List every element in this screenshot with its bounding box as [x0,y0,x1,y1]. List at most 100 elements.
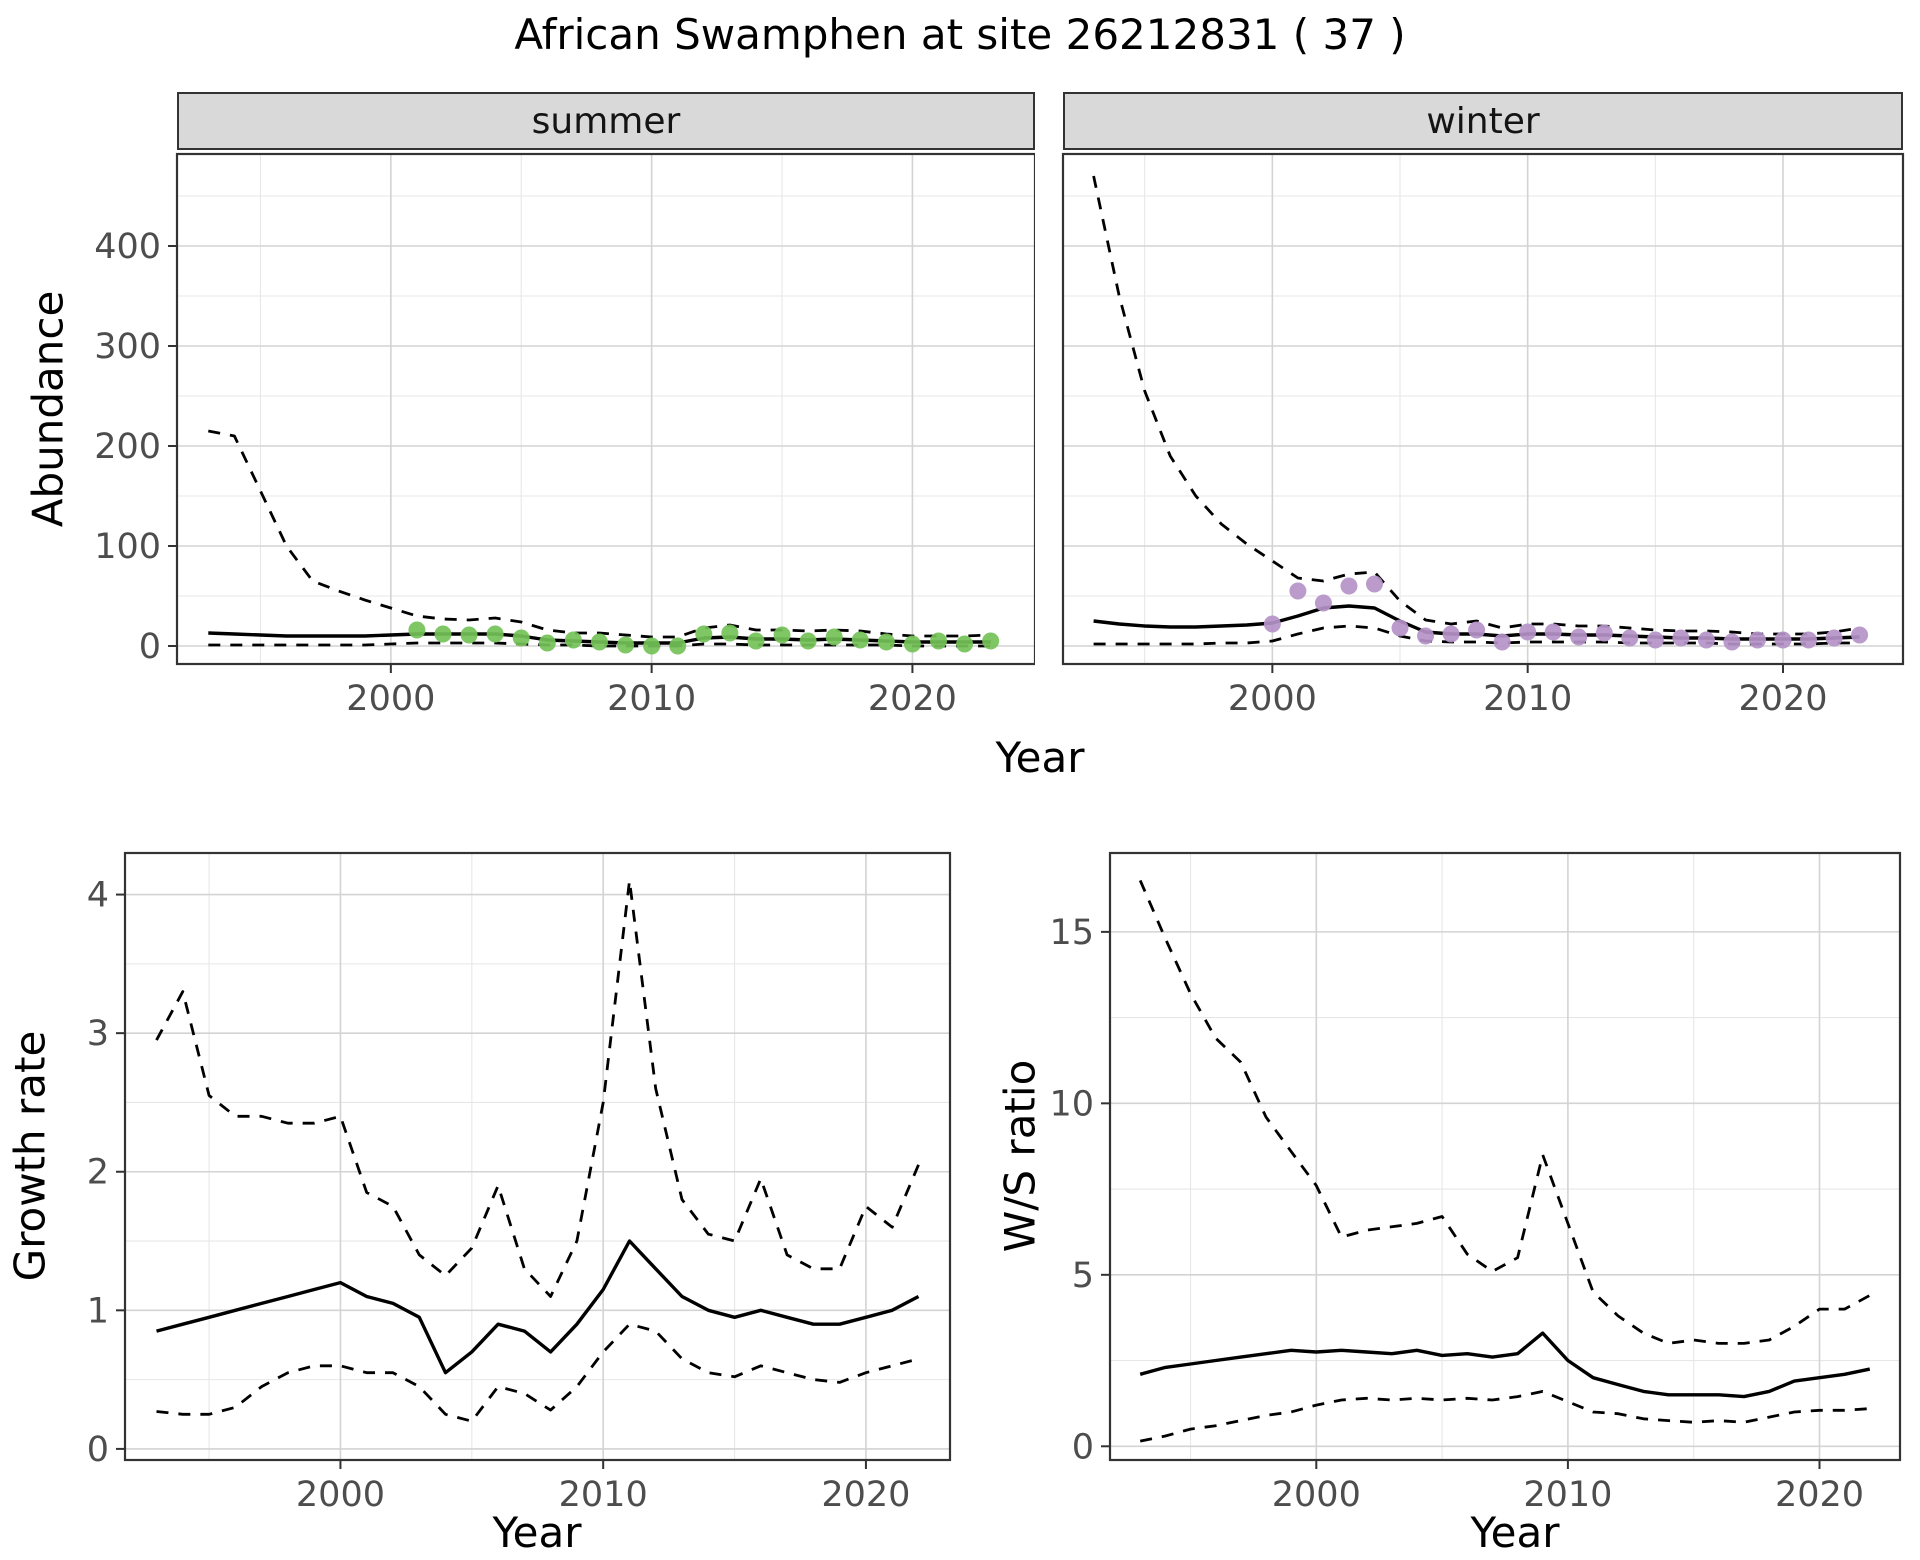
summer-abundance-observation-point [434,625,452,643]
panel-border [1061,152,1905,666]
winter-abundance-observation-point [1263,615,1281,633]
winter-abundance-observation-point [1519,623,1537,641]
summer-abundance-observation-point [695,625,713,643]
winter-abundance-observation-point [1646,631,1664,649]
x-tick-label: 2020 [1775,1475,1864,1515]
winter-abundance-observation-point [1493,633,1511,651]
summer-abundance-observation-point [851,631,869,649]
x-tick-label: 2000 [296,1475,385,1515]
x-tick-label: 2020 [1738,679,1827,719]
summer-abundance-observation-point [982,632,1000,650]
summer-abundance-observation-point [747,632,765,650]
summer-abundance-observation-point [669,637,687,655]
panel-background [1110,853,1900,1460]
y-tick-label: 0 [1072,1427,1094,1467]
summer-abundance-observation-point [564,631,582,649]
growth-rate-estimate-line [156,1239,920,1375]
y-tick-label: 100 [95,527,161,567]
growth-rate-lower_ci-line [156,1322,919,1423]
ws-ratio-estimate-line [1139,1331,1871,1399]
winter-abundance-observation-point [1340,577,1358,595]
figure-title: African Swamphen at site 26212831 ( 37 ) [514,10,1406,59]
y-tick-label: 0 [139,627,161,667]
y-tick-label: 0 [87,1430,109,1470]
panel-border [1108,851,1902,1462]
winter-abundance-observation-point [1544,623,1562,641]
summer-abundance-observation-point [799,632,817,650]
summer-abundance-observation-point [486,625,504,643]
winter-abundance-observation-point [1289,582,1307,600]
y-tick-label: 200 [95,427,161,467]
panel-border [123,851,952,1462]
x-axis-label-year-growth: Year [492,1508,582,1557]
winter-abundance-observation-point [1800,631,1818,649]
y-tick-label: 2 [87,1153,109,1193]
x-axis-label-year-top: Year [995,733,1085,782]
summer-abundance-observation-point [617,636,635,654]
winter-abundance-observation-point [1748,631,1766,649]
y-tick-label: 3 [87,1014,109,1054]
y-tick-label: 1 [87,1291,109,1331]
ws-ratio-upper_ci-line [1138,879,1871,1345]
growth-rate-upper_ci-line [155,879,920,1298]
winter-abundance-observation-point [1723,633,1741,651]
winter-abundance-observation-point [1595,624,1613,642]
winter-abundance-upper_ci-line [1092,175,1860,636]
winter-abundance-observation-point [1672,629,1690,647]
summer-abundance-observation-point [956,635,974,653]
facet-strip-summer: summer [177,92,1035,150]
x-tick-label: 2020 [821,1475,910,1515]
summer-abundance-observation-point [825,628,843,646]
winter-abundance-observation-point [1314,594,1332,612]
x-tick-label: 2010 [559,1475,648,1515]
panel-border [175,152,1035,666]
facet-strip-summer-label: summer [531,100,681,142]
ws-ratio-lower_ci-line [1139,1390,1870,1443]
summer-abundance-observation-point [460,626,478,644]
winter-abundance-observation-point [1365,575,1383,593]
y-tick-label: 5 [1072,1256,1094,1296]
summer-abundance-observation-point [408,621,426,639]
summer-abundance-observation-point [512,629,530,647]
panel-background [125,853,950,1460]
y-tick-label: 15 [1049,913,1094,953]
y-axis-label-growth-rate: Growth rate [5,1030,55,1282]
y-axis-label-ws-ratio: W/S ratio [995,1059,1045,1253]
x-axis-label-year-ws: Year [1470,1508,1560,1557]
winter-abundance-chart: 2000 2010 2020 [1061,152,1905,719]
summer-abundance-observation-point [721,624,739,642]
y-tick-label: 300 [95,327,161,367]
summer-abundance-observation-point [590,633,608,651]
ws-ratio-chart: 2000 2010 2020 0 5 10 15 [1049,851,1902,1515]
x-tick-label: 2010 [1483,679,1572,719]
winter-abundance-observation-point [1774,631,1792,649]
panel-background [177,154,1035,664]
summer-abundance-observation-point [877,633,895,651]
summer-abundance-observation-point [643,637,661,655]
summer-abundance-observation-point [773,626,791,644]
y-tick-label: 400 [95,227,161,267]
x-tick-label: 2000 [1272,1475,1361,1515]
summer-abundance-upper_ci-line [208,429,991,639]
winter-abundance-observation-point [1442,625,1460,643]
facet-strip-winter-label: winter [1426,100,1540,142]
y-tick-label: 10 [1049,1084,1094,1124]
summer-abundance-observation-point [930,632,948,650]
x-tick-label: 2000 [346,679,435,719]
x-tick-label: 2010 [1523,1475,1612,1515]
summer-abundance-observation-point [903,635,921,653]
winter-abundance-observation-point [1621,629,1639,647]
winter-abundance-observation-point [1697,631,1715,649]
winter-abundance-observation-point [1417,627,1435,645]
x-tick-label: 2010 [607,679,696,719]
x-tick-label: 2000 [1228,679,1317,719]
y-tick-label: 4 [87,876,109,916]
growth-rate-chart: 2000 2010 2020 0 1 2 3 4 [87,851,952,1515]
winter-abundance-observation-point [1570,628,1588,646]
winter-abundance-observation-point [1468,621,1486,639]
summer-abundance-observation-point [538,634,556,652]
y-axis-label-abundance: Abundance [23,290,73,528]
winter-abundance-observation-point [1825,629,1843,647]
panel-background [1063,154,1903,664]
